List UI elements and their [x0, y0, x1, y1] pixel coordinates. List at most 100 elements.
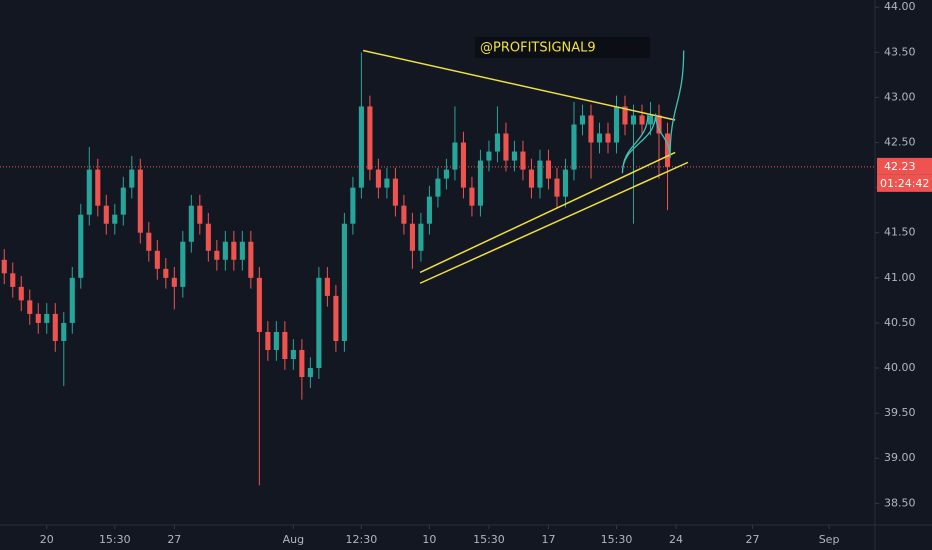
candle-body: [605, 133, 611, 143]
x-tick-label: 24: [669, 533, 683, 546]
candle-body: [10, 273, 16, 287]
last-price-box: [877, 157, 932, 175]
candle-body: [367, 106, 373, 170]
y-tick-label: 40.00: [884, 361, 916, 374]
candle-body: [180, 241, 186, 287]
candle-body: [146, 232, 152, 251]
candle-body: [18, 286, 24, 301]
projection-curve: [621, 50, 685, 174]
x-tick-label: 27: [746, 533, 760, 546]
candle-body: [52, 313, 58, 341]
candle-body: [205, 223, 211, 251]
candle-body: [273, 331, 279, 350]
x-tick-label: Sep: [819, 533, 840, 546]
candle-body: [103, 205, 109, 224]
y-tick-label: 43.00: [884, 90, 916, 103]
x-tick-label: 10: [422, 533, 436, 546]
y-tick-label: 41.50: [884, 226, 916, 239]
trendline: [419, 161, 689, 284]
candle-body: [545, 160, 552, 179]
candle-body: [299, 350, 305, 378]
candle-body: [613, 106, 620, 143]
candle-body: [163, 268, 169, 278]
candle-body: [61, 322, 67, 341]
trendline: [419, 151, 676, 274]
candle-body: [503, 133, 509, 161]
x-tick-label: 12:30: [346, 533, 378, 546]
candle-body: [239, 241, 245, 260]
y-tick-label: 40.50: [884, 316, 916, 329]
candle-body: [95, 169, 101, 206]
candle-body: [197, 205, 203, 224]
y-tick-label: 39.00: [884, 451, 916, 464]
candle-body: [409, 223, 415, 251]
candle-body: [120, 187, 126, 215]
x-tick-label: 15:30: [99, 533, 131, 546]
candle-body: [435, 178, 441, 197]
candle-body: [282, 331, 288, 360]
candle-body: [358, 106, 364, 188]
candle-body: [571, 124, 577, 170]
candle-body: [477, 160, 483, 206]
candle-body: [443, 169, 449, 179]
candle-body: [596, 133, 603, 143]
candle-body: [231, 241, 237, 260]
candle-body: [341, 223, 347, 341]
candle-body: [639, 115, 645, 125]
candle-body: [27, 300, 33, 314]
candle-body: [528, 169, 535, 188]
y-tick-label: 43.50: [884, 45, 916, 58]
candle-body: [222, 241, 228, 260]
candle-body: [494, 133, 500, 152]
candle-body: [86, 169, 92, 215]
candle-body: [460, 142, 466, 188]
x-tick-label: 20: [40, 533, 54, 546]
y-tick-label: 41.00: [884, 271, 916, 284]
candle-body: [486, 151, 492, 161]
candle-body: [452, 142, 458, 170]
trendline: [362, 49, 676, 121]
candle-body: [171, 277, 177, 287]
candle-body: [129, 169, 135, 188]
candle-body: [562, 169, 569, 197]
candle-body: [537, 160, 543, 188]
candle-body: [588, 115, 594, 143]
candle-body: [418, 223, 424, 251]
candle-body: [188, 205, 194, 242]
candle-body: [469, 187, 475, 206]
candle-body: [426, 196, 432, 224]
candle-body: [520, 151, 526, 170]
y-tick-label: 38.50: [884, 496, 916, 509]
candle-body: [656, 115, 662, 134]
candle-body: [333, 295, 339, 341]
candle-body: [350, 187, 356, 224]
candle-body: [35, 313, 41, 323]
candle-body: [647, 115, 654, 125]
candle-body: [265, 331, 271, 350]
y-tick-label: 44.00: [884, 0, 916, 13]
candle-body: [554, 178, 560, 197]
candle-body: [69, 277, 75, 323]
candle-body: [1, 259, 7, 274]
candle-body: [112, 214, 118, 224]
candle-body: [154, 250, 160, 269]
x-tick-label: Aug: [283, 533, 304, 546]
candle-body: [256, 277, 262, 332]
candle-body: [214, 250, 220, 260]
candle-body: [324, 277, 330, 296]
candle-body: [375, 169, 381, 188]
candle-body: [78, 214, 84, 278]
candle-body: [630, 115, 637, 125]
x-tick-label: 15:30: [473, 533, 505, 546]
candle-body: [307, 368, 313, 378]
candle-body: [622, 106, 628, 125]
candle-body: [316, 277, 322, 369]
candle-body: [511, 151, 518, 161]
countdown-box: [877, 174, 932, 192]
x-tick-label: 17: [541, 533, 555, 546]
candle-body: [384, 178, 390, 188]
countdown: 01:24:42: [880, 177, 929, 190]
